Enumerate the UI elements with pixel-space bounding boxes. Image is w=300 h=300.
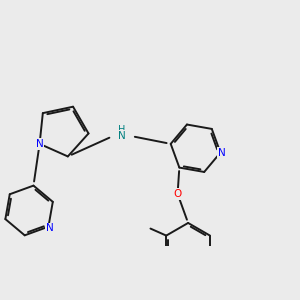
Text: O: O <box>173 189 182 199</box>
Text: N: N <box>118 131 126 141</box>
Text: N: N <box>218 148 226 158</box>
Text: N: N <box>36 139 43 149</box>
Text: N: N <box>46 224 54 233</box>
Text: H: H <box>118 125 126 135</box>
